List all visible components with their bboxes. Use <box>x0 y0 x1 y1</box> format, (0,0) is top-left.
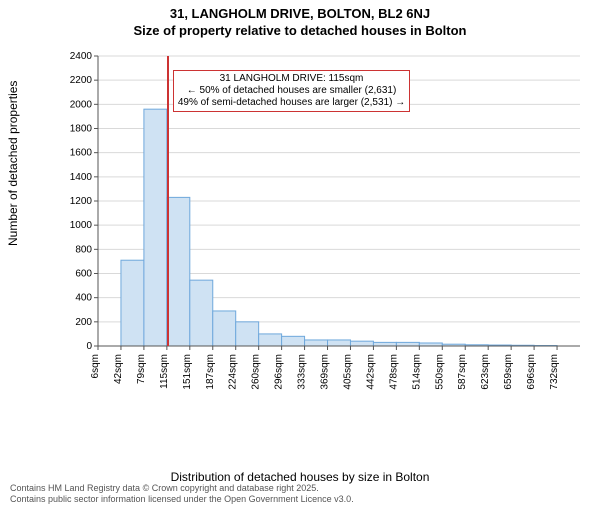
svg-text:151sqm: 151sqm <box>182 354 193 390</box>
footer-text: Contains HM Land Registry data © Crown c… <box>10 483 354 504</box>
svg-text:2200: 2200 <box>70 75 93 86</box>
svg-text:1400: 1400 <box>70 172 93 183</box>
svg-text:550sqm: 550sqm <box>434 354 445 390</box>
svg-text:478sqm: 478sqm <box>388 354 399 390</box>
svg-text:333sqm: 333sqm <box>297 354 308 390</box>
svg-text:800: 800 <box>75 244 92 255</box>
svg-text:405sqm: 405sqm <box>342 354 353 390</box>
chart-area: 0 200 400 600 800 1000 1200 1400 1600 1800 2000 220… <box>64 50 584 440</box>
svg-text:1800: 1800 <box>70 124 93 135</box>
svg-text:696sqm: 696sqm <box>526 354 537 390</box>
callout-line2: ← 50% of detached houses are smaller (2,… <box>178 85 405 97</box>
svg-text:187sqm: 187sqm <box>205 354 216 390</box>
svg-text:1200: 1200 <box>70 196 93 207</box>
svg-text:1000: 1000 <box>70 220 93 231</box>
footer-line1: Contains HM Land Registry data © Crown c… <box>10 483 354 493</box>
svg-text:296sqm: 296sqm <box>274 354 285 390</box>
svg-text:442sqm: 442sqm <box>365 354 376 390</box>
svg-text:514sqm: 514sqm <box>411 354 422 390</box>
callout-line3: 49% of semi-detached houses are larger (… <box>178 97 405 109</box>
footer-line2: Contains public sector information licen… <box>10 494 354 504</box>
callout-box: 31 LANGHOLM DRIVE: 115sqm ← 50% of detac… <box>173 70 410 112</box>
page-title: 31, LANGHOLM DRIVE, BOLTON, BL2 6NJ <box>0 6 600 21</box>
svg-text:623sqm: 623sqm <box>480 354 491 390</box>
svg-text:400: 400 <box>75 293 92 304</box>
svg-text:224sqm: 224sqm <box>228 354 239 390</box>
svg-text:79sqm: 79sqm <box>136 354 147 384</box>
marker-line <box>167 56 169 346</box>
svg-text:6sqm: 6sqm <box>90 354 101 378</box>
svg-text:369sqm: 369sqm <box>320 354 331 390</box>
svg-text:659sqm: 659sqm <box>503 354 514 390</box>
svg-text:732sqm: 732sqm <box>549 354 560 390</box>
svg-text:115sqm: 115sqm <box>159 354 170 389</box>
svg-text:260sqm: 260sqm <box>251 354 262 390</box>
page-subtitle: Size of property relative to detached ho… <box>0 23 600 38</box>
svg-text:600: 600 <box>75 269 92 280</box>
svg-text:1600: 1600 <box>70 148 93 159</box>
svg-text:2400: 2400 <box>70 51 93 62</box>
svg-text:200: 200 <box>75 317 92 328</box>
x-axis-label: Distribution of detached houses by size … <box>0 470 600 484</box>
y-axis-label: Number of detached properties <box>6 81 20 246</box>
svg-text:0: 0 <box>86 341 92 352</box>
svg-text:42sqm: 42sqm <box>113 354 124 384</box>
svg-text:2000: 2000 <box>70 99 93 110</box>
callout-line1: 31 LANGHOLM DRIVE: 115sqm <box>178 73 405 85</box>
svg-text:587sqm: 587sqm <box>457 354 468 390</box>
